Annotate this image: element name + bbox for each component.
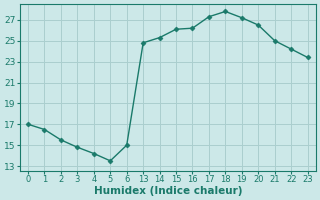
- X-axis label: Humidex (Indice chaleur): Humidex (Indice chaleur): [93, 186, 242, 196]
